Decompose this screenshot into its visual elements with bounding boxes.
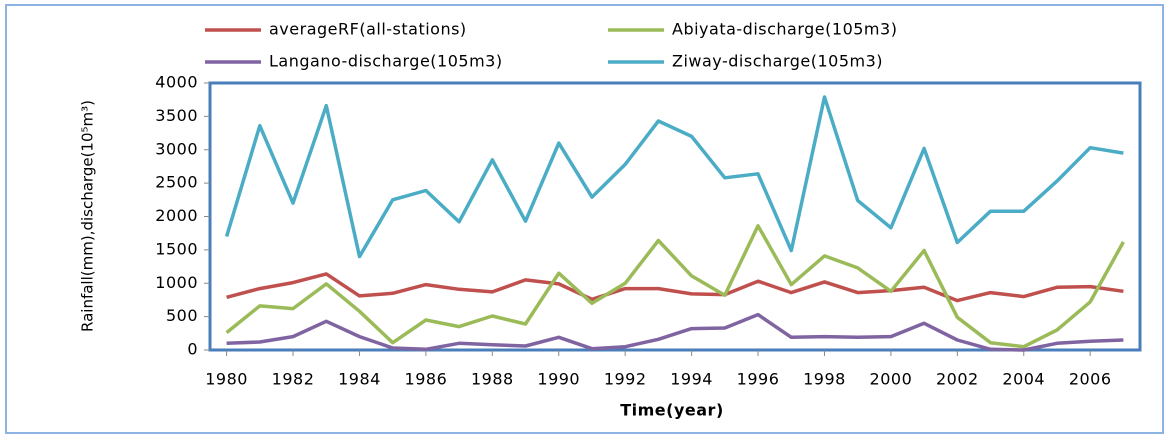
x-axis-title: Time(year) (620, 401, 724, 420)
y-axis-title: Rainfall(mm),discharge(10⁵m³) (79, 100, 97, 332)
y-tick-label: 3000 (155, 139, 198, 158)
y-tick-label: 1500 (155, 239, 198, 258)
y-tick-label: 0 (187, 340, 198, 359)
x-tick-label: 1984 (338, 370, 381, 389)
x-tick-label: 1994 (670, 370, 713, 389)
series-line (226, 272, 1124, 303)
series-line (226, 312, 1124, 352)
chart-frame (5, 4, 1164, 434)
legend-label: averageRF(all-stations) (269, 20, 467, 39)
x-tick-label: 2006 (1069, 370, 1112, 389)
x-tick-label: 2002 (936, 370, 979, 389)
x-tick-label: 1996 (737, 370, 780, 389)
y-tick-label: 2000 (155, 206, 198, 225)
y-tick-label: 4000 (155, 73, 198, 92)
x-tick-label: 1990 (537, 370, 580, 389)
x-tick-label: 1980 (205, 370, 248, 389)
x-tick-label: 2000 (870, 370, 913, 389)
y-tick-label: 2500 (155, 173, 198, 192)
y-tick-label: 3500 (155, 106, 198, 125)
legend-label: Langano-discharge(105m3) (269, 52, 503, 71)
x-tick-label: 1998 (803, 370, 846, 389)
x-tick-label: 2004 (1002, 370, 1045, 389)
x-tick-label: 1992 (604, 370, 647, 389)
series-line (225, 224, 1125, 349)
series-line (224, 95, 1124, 259)
y-tick-label: 1000 (155, 273, 198, 292)
y-tick-label: 500 (166, 306, 198, 325)
x-tick-label: 1988 (471, 370, 514, 389)
legend-label: Ziway-discharge(105m3) (672, 52, 883, 71)
x-tick-label: 1982 (272, 370, 315, 389)
legend-label: Abiyata-discharge(105m3) (672, 20, 897, 39)
x-tick-label: 1986 (405, 370, 448, 389)
